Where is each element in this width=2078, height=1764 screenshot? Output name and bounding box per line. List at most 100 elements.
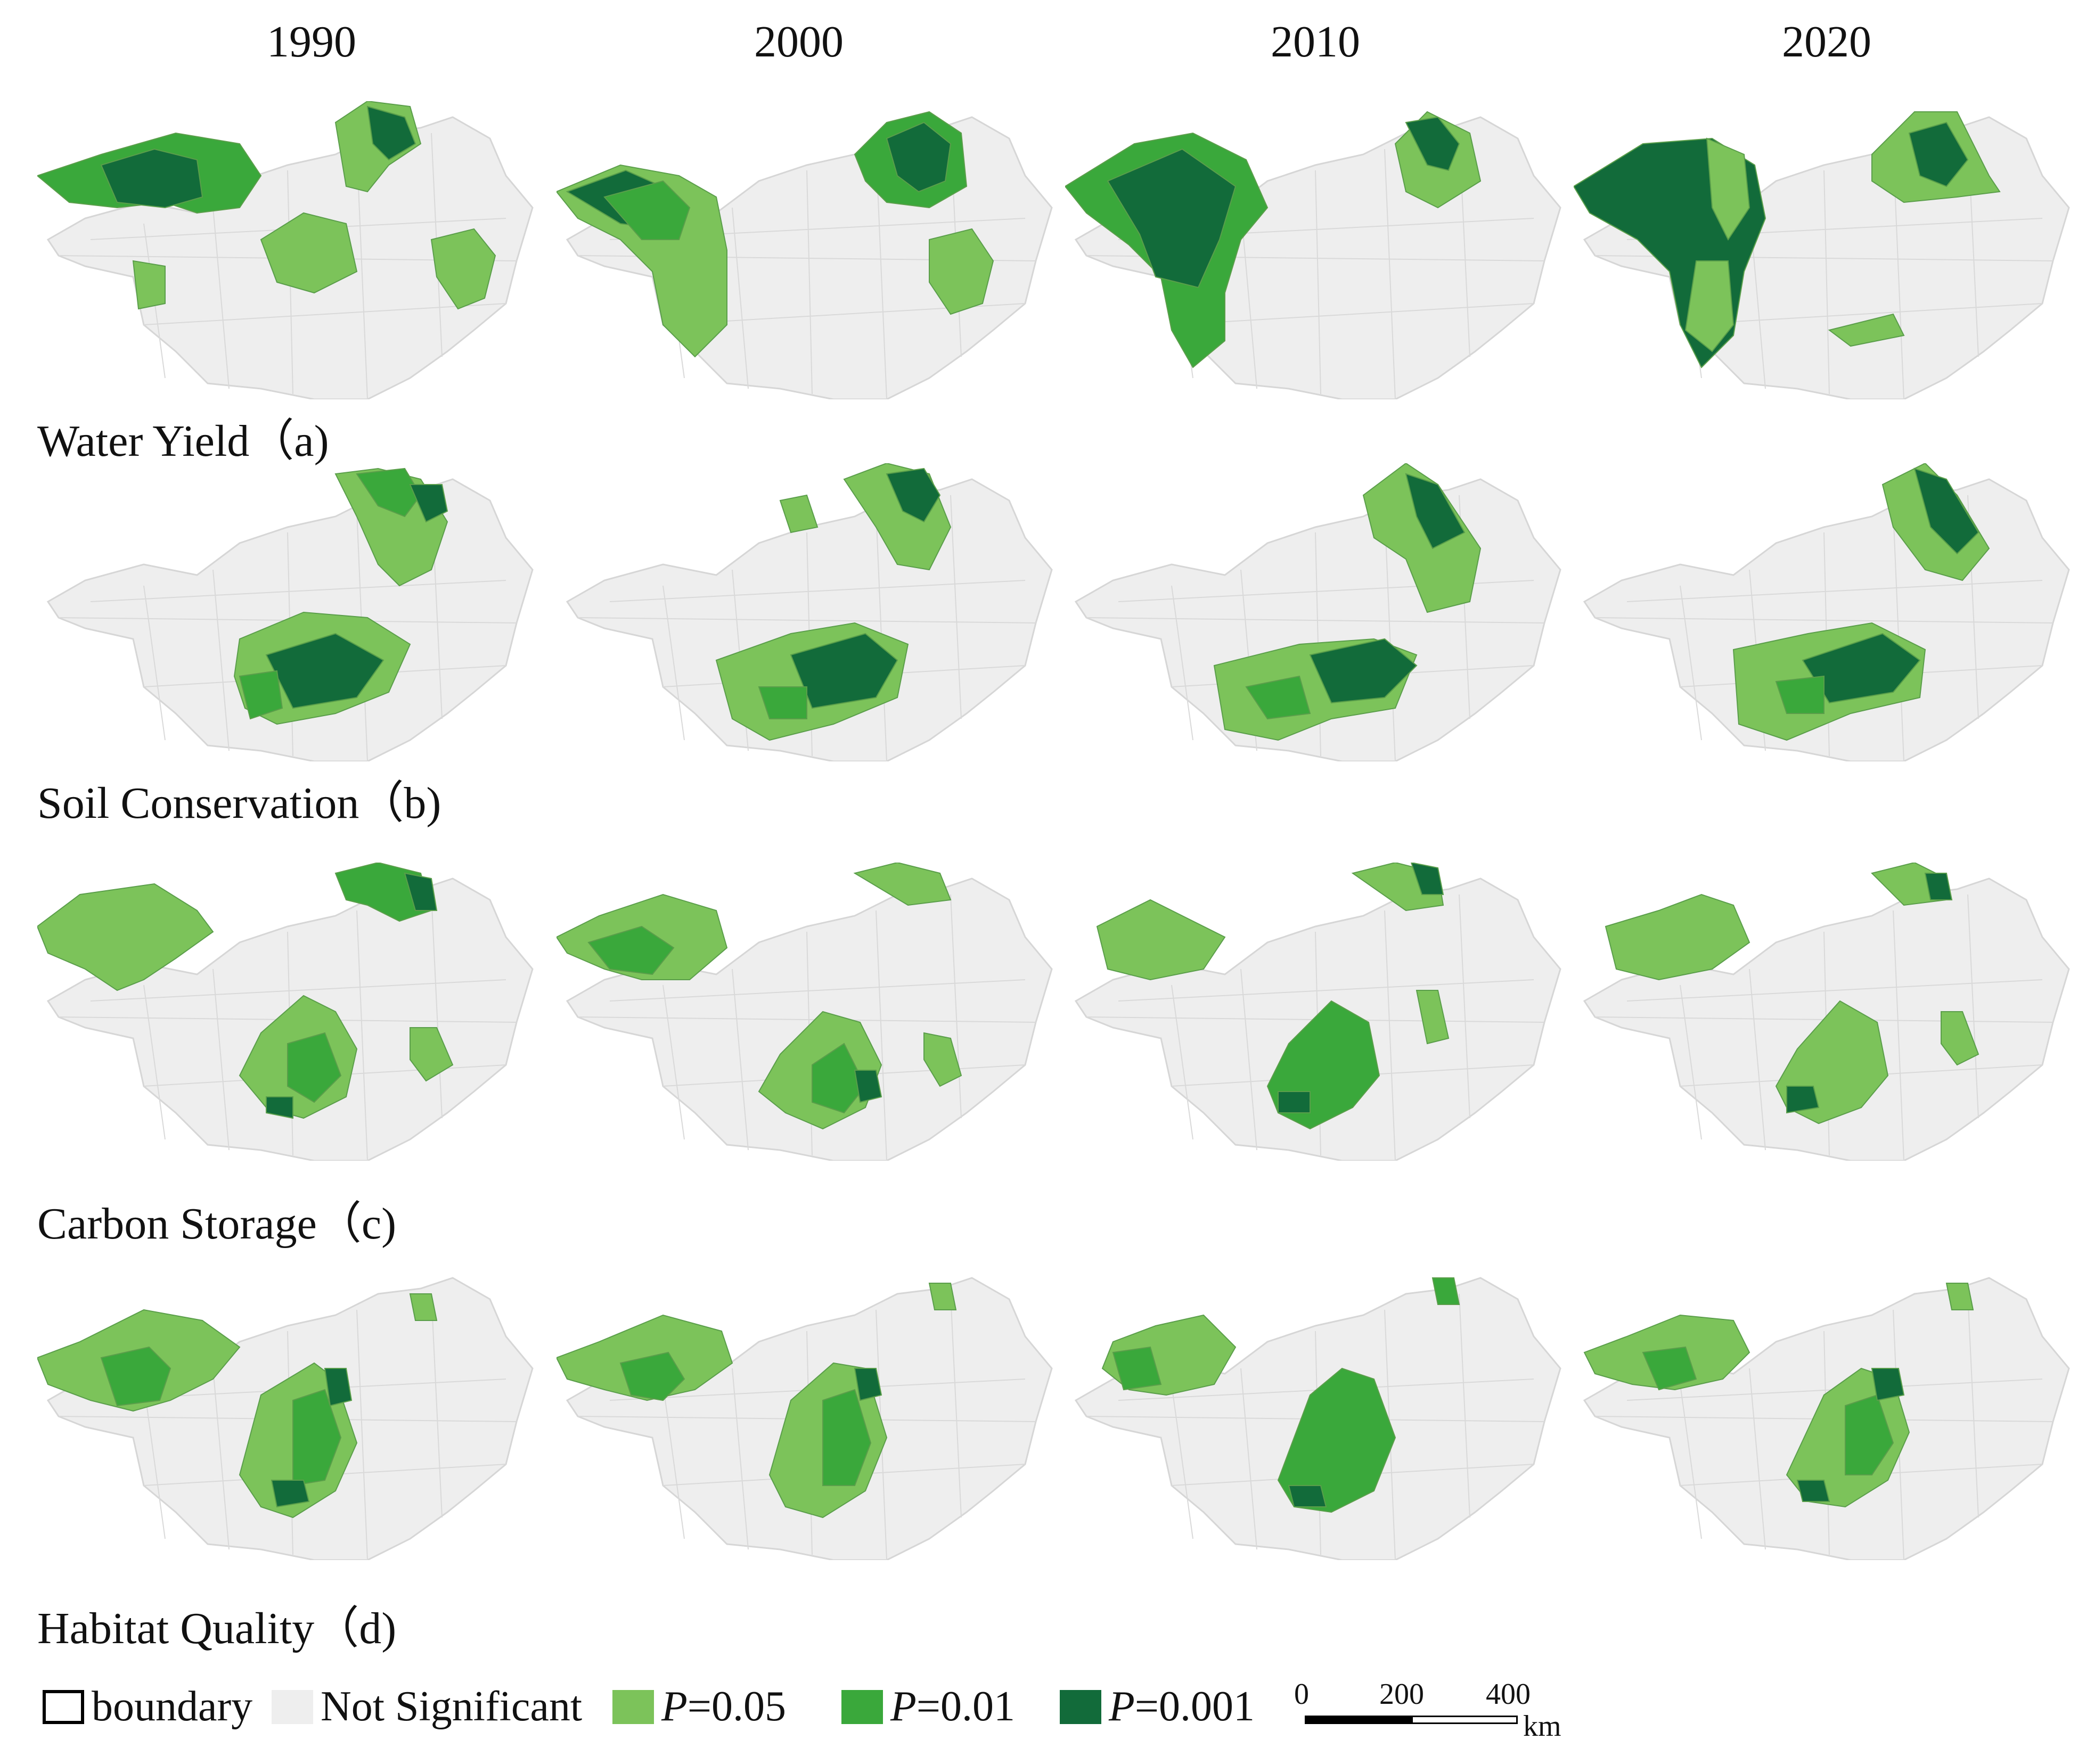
significant-area-p001_light [822, 1389, 872, 1486]
scale-bar-black-segment [1305, 1716, 1411, 1724]
significant-area-p001_light [1112, 1346, 1162, 1391]
significant-area-p005 [430, 228, 496, 310]
scale-bar: 0 200 400 km [1294, 1677, 1561, 1743]
map-water-yield-2010 [1065, 111, 1561, 399]
significant-area-p0001 [404, 872, 438, 911]
significant-area-p0001 [854, 1368, 882, 1401]
significant-area-p001_light [1431, 1277, 1460, 1305]
significant-area-p001_light [100, 1346, 171, 1407]
legend-p0001-prefix: P [1109, 1683, 1135, 1730]
significant-area-p005 [923, 1032, 962, 1087]
significant-area-p0001 [1405, 116, 1460, 171]
scale-tick-400: 400 [1486, 1678, 1531, 1711]
significant-area-p005 [1941, 1011, 1979, 1066]
row-label-water-yield: Water Yield（a) [37, 416, 329, 466]
significant-area-p001_light [1245, 675, 1311, 720]
significant-area-p001_light [619, 1351, 685, 1401]
year-2010-heading: 2010 [1271, 17, 1360, 67]
significant-area-p001_light [356, 467, 422, 518]
significant-area-p0001 [409, 484, 448, 523]
significant-area-p001_light [1277, 1367, 1396, 1513]
legend-p001-prefix: P [890, 1683, 917, 1730]
row-label-carbon-storage: Carbon Storage（c) [37, 1199, 397, 1249]
significant-area-p0001 [790, 633, 898, 709]
significant-area-p0001 [265, 633, 384, 709]
legend-not-significant-label: Not Significant [321, 1683, 583, 1730]
significant-area-p0001 [1410, 863, 1444, 895]
legend-boundary-label: boundary [92, 1683, 253, 1730]
legend-p001: P =0.01 [841, 1683, 1015, 1731]
significant-area-p005 [132, 260, 166, 310]
significant-area-p005 [853, 863, 952, 906]
significant-area-p005 [37, 883, 214, 991]
legend-p005-prefix: P [661, 1683, 688, 1730]
significant-area-p0001 [1288, 1485, 1327, 1507]
significant-area-p0001 [1796, 1480, 1830, 1502]
scale-tick-0: 0 [1294, 1678, 1309, 1711]
not-significant-swatch [272, 1689, 313, 1724]
significant-area-p005 [1096, 899, 1226, 981]
significant-area-p001_light [758, 686, 807, 719]
significant-area-p0001 [886, 121, 952, 193]
map-soil-conservation-2000 [566, 463, 1053, 761]
significant-area-p005 [409, 1293, 438, 1321]
scale-bar-white-segment [1411, 1716, 1518, 1724]
map-water-yield-2020 [1574, 111, 2070, 399]
significant-area-p0001 [1908, 121, 1969, 187]
boundary-swatch [43, 1689, 84, 1724]
map-carbon-storage-2010 [1074, 863, 1561, 1161]
significant-area-p0001 [1309, 638, 1418, 704]
scale-unit: km [1523, 1710, 1561, 1743]
p005-swatch [612, 1689, 654, 1724]
map-water-yield-2000 [557, 111, 1053, 399]
significant-area-p005 [928, 1283, 957, 1310]
significant-area-p005 [1605, 893, 1750, 981]
significant-area-p0001 [1924, 873, 1953, 900]
significant-area-p005 [1828, 313, 1905, 347]
significant-area-p0001 [1278, 1091, 1311, 1113]
significant-area-p0001 [100, 148, 203, 209]
row-label-habitat-quality: Habitat Quality（d) [37, 1604, 397, 1653]
map-soil-conservation-2010 [1074, 463, 1561, 761]
significant-area-p0001 [886, 467, 941, 523]
significant-area-p001_light [603, 180, 691, 240]
significant-area-p005 [260, 212, 358, 294]
map-soil-conservation-1990 [46, 467, 534, 761]
map-habitat-quality-2020 [1583, 1277, 2070, 1560]
significant-area-p0001 [1802, 633, 1921, 704]
map-carbon-storage-2020 [1583, 863, 2070, 1161]
p0001-swatch [1060, 1689, 1101, 1724]
map-soil-conservation-2020 [1583, 463, 2070, 761]
significant-area-p001_light [1775, 675, 1825, 714]
map-habitat-quality-2000 [557, 1277, 1053, 1560]
significant-area-p0001 [1913, 467, 1979, 555]
significant-area-p0001 [854, 1070, 882, 1103]
legend-p0001-value: =0.001 [1134, 1683, 1255, 1730]
significant-area-p001_light [239, 670, 283, 720]
significant-area-p0001 [324, 1368, 353, 1407]
significant-area-p001_light [1845, 1394, 1894, 1475]
significant-area-p005 [1945, 1283, 1974, 1310]
significant-area-p001_light [287, 1032, 342, 1103]
significant-area-p0001 [1107, 148, 1237, 289]
significant-area-p005 [1706, 137, 1750, 241]
significant-area-p001_light [587, 925, 675, 975]
legend-p0001: P =0.001 [1060, 1683, 1255, 1731]
map-habitat-quality-2010 [1074, 1277, 1561, 1560]
significant-area-p0001 [1405, 473, 1466, 549]
year-2000-heading: 2000 [754, 17, 844, 67]
significant-area-p001_light [1642, 1346, 1697, 1391]
scale-tick-200: 200 [1379, 1678, 1424, 1711]
legend-not-significant: Not Significant [272, 1683, 582, 1731]
significant-area-p005 [779, 494, 819, 534]
significant-area-p005 [1362, 463, 1482, 613]
significant-area-p005 [1416, 990, 1450, 1045]
significant-area-p005 [1684, 260, 1735, 352]
significant-area-p0001 [1871, 1368, 1905, 1401]
significant-area-p001_light [812, 1043, 866, 1114]
legend-p005: P =0.05 [612, 1683, 786, 1731]
significant-area-p0001 [271, 1480, 310, 1508]
significant-area-p0001 [1786, 1086, 1820, 1114]
legend-p005-value: =0.05 [687, 1683, 786, 1730]
significant-area-p0001 [266, 1096, 293, 1119]
